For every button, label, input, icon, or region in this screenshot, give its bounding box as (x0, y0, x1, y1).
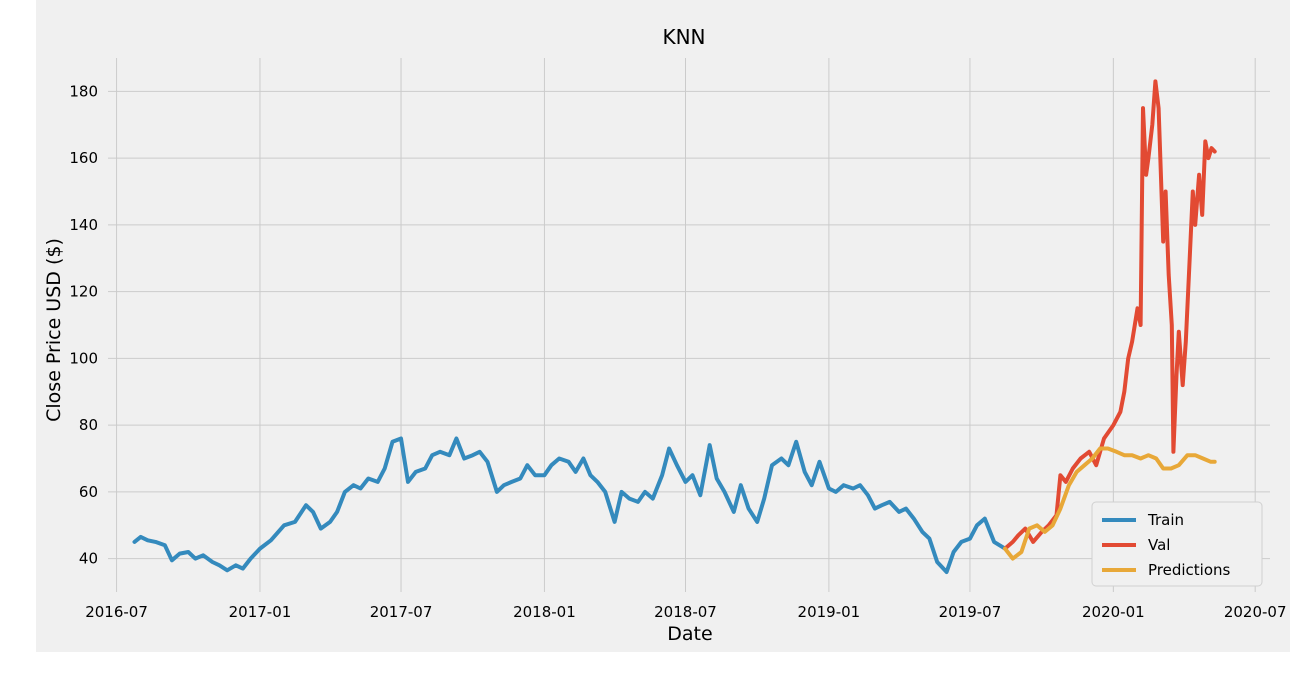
legend-label: Val (1148, 536, 1170, 554)
x-tick-label: 2017-01 (229, 603, 292, 621)
y-axis-title: Close Price USD ($) (43, 238, 65, 422)
series-line-predictions (1003, 446, 1217, 561)
series-line-train (132, 436, 1007, 574)
y-tick-label: 160 (69, 149, 98, 167)
x-tick-label: 2020-07 (1224, 603, 1287, 621)
y-tick-label: 140 (69, 216, 98, 234)
y-tick-label: 100 (69, 349, 98, 367)
plot-area: 2016-07 2017-01 2017-07 2018-01 2018-07 2019-… (69, 58, 1287, 621)
x-axis-title: Date (667, 623, 712, 645)
legend-box (1091, 501, 1263, 587)
x-tick-label: 2020-01 (1082, 603, 1145, 621)
y-tick-label: 120 (69, 283, 98, 301)
chart-title: KNN (662, 25, 705, 49)
x-tick-label: 2018-01 (513, 603, 576, 621)
y-tick-label: 40 (79, 550, 98, 568)
x-tick-label: 2019-07 (939, 603, 1002, 621)
y-tick-label: 80 (79, 416, 98, 434)
legend-label: Train (1147, 511, 1184, 529)
x-tick-label: 2016-07 (85, 603, 148, 621)
legend-label: Predictions (1148, 561, 1231, 579)
x-tick-label: 2019-01 (798, 603, 861, 621)
series-line-val (1003, 79, 1217, 551)
figure-background (36, 0, 1290, 652)
y-tick-label: 180 (69, 82, 98, 100)
x-tick-label: 2018-07 (654, 603, 717, 621)
y-tick-label: 60 (79, 483, 98, 501)
x-tick-label: 2017-07 (370, 603, 433, 621)
